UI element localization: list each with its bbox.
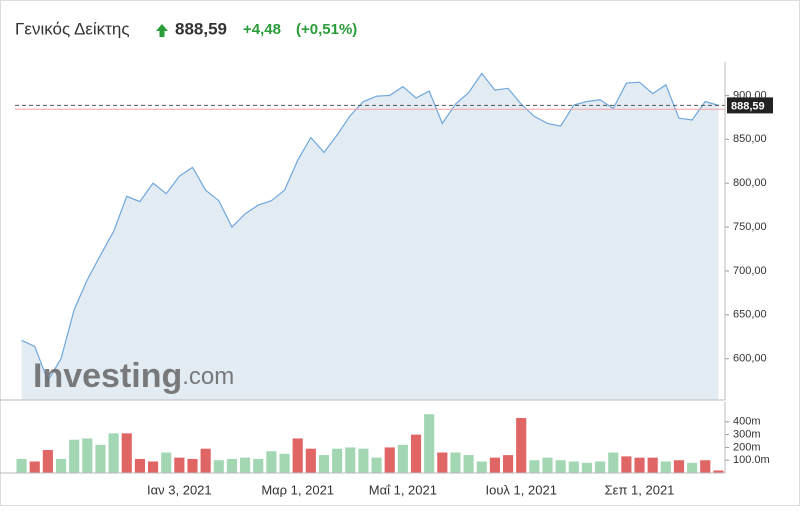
y-tick-label: 800,00 xyxy=(733,177,767,189)
volume-bar xyxy=(397,444,408,473)
y-tick-label: 850,00 xyxy=(733,133,767,145)
index-title: Γενικός Δείκτης xyxy=(15,19,130,38)
x-tick-label: Μαρ 1, 2021 xyxy=(261,482,334,497)
volume-bar xyxy=(200,448,211,473)
watermark-domain: .com xyxy=(182,363,234,390)
volume-bar xyxy=(55,458,67,473)
volume-bar xyxy=(568,461,579,473)
volume-bar xyxy=(581,462,593,473)
volume-bar xyxy=(279,453,290,473)
volume-bar xyxy=(305,448,316,473)
volume-bar xyxy=(213,460,224,473)
volume-bar xyxy=(253,458,264,473)
change-pct: (+0,51%) xyxy=(296,21,357,38)
volume-bar xyxy=(647,457,658,473)
volume-bar xyxy=(476,461,487,473)
volume-bar xyxy=(437,452,448,473)
volume-bar xyxy=(266,451,277,473)
volume-bar xyxy=(673,460,685,473)
y-tick-label: 600,00 xyxy=(733,353,767,365)
price: 888,59 xyxy=(175,19,227,38)
volume-bar xyxy=(82,438,93,473)
y-tick-label: 700,00 xyxy=(733,265,767,277)
volume-bar xyxy=(187,458,198,473)
x-tick-label: Ιουλ 1, 2021 xyxy=(485,482,556,497)
volume-bar xyxy=(555,460,566,473)
x-tick-label: Σεπ 1, 2021 xyxy=(605,482,675,497)
y-tick-label: 750,00 xyxy=(733,221,767,233)
volume-bar xyxy=(634,457,645,473)
y-tick-label: 400m xyxy=(733,416,761,428)
volume-bar xyxy=(371,457,382,473)
y-tick-label: 200m xyxy=(733,441,761,453)
volume-bar xyxy=(147,461,159,473)
volume-bar xyxy=(161,452,172,473)
watermark-brand: Investing xyxy=(33,357,182,395)
volume-bar xyxy=(450,452,461,473)
volume-bar xyxy=(16,458,27,473)
volume-bar xyxy=(516,417,527,473)
volume-bar xyxy=(318,455,330,473)
volume-bar xyxy=(240,457,251,473)
volume-bar xyxy=(687,462,698,473)
volume-bar xyxy=(700,460,711,473)
volume-bar xyxy=(542,457,553,473)
volume-bar xyxy=(489,457,500,473)
x-tick-label: Ιαν 3, 2021 xyxy=(147,482,212,497)
volume-bar xyxy=(608,452,619,473)
change: +4,48 xyxy=(243,21,281,38)
volume-bar xyxy=(29,461,40,473)
up-arrow xyxy=(156,24,168,37)
price-area xyxy=(21,73,719,400)
volume-bar xyxy=(529,460,540,473)
volume-bar xyxy=(384,447,395,473)
volume-bar xyxy=(95,444,106,473)
volume-bar xyxy=(42,449,53,473)
volume-bar xyxy=(121,433,132,473)
y-tick-label: 100.0m xyxy=(733,454,770,466)
volume-bar xyxy=(226,458,238,473)
last-price-label: 888,59 xyxy=(731,100,765,112)
volume-bar xyxy=(108,433,119,473)
volume-bar xyxy=(345,447,356,473)
volume-bar xyxy=(410,434,422,473)
volume-bar xyxy=(463,455,474,473)
volume-bar xyxy=(621,456,632,473)
watermark: Investing.com xyxy=(33,357,234,395)
volume-bar xyxy=(595,461,606,473)
volume-bar xyxy=(358,448,369,473)
volume-bar xyxy=(332,448,343,473)
x-tick-label: Μαΐ 1, 2021 xyxy=(369,482,437,497)
volume-bar xyxy=(502,455,514,473)
volume-bar xyxy=(292,438,303,473)
volume-bar xyxy=(134,458,145,473)
price-line xyxy=(21,72,719,383)
volume-bar xyxy=(713,470,724,473)
volume-bar xyxy=(660,461,671,473)
volume-bar xyxy=(174,457,185,473)
last-price-box xyxy=(727,97,773,114)
y-tick-label: 300m xyxy=(733,429,761,441)
y-tick-label: 650,00 xyxy=(733,309,767,321)
volume-bar xyxy=(424,414,435,473)
y-tick-label: 900,00 xyxy=(733,89,767,101)
volume-bar xyxy=(69,439,80,473)
